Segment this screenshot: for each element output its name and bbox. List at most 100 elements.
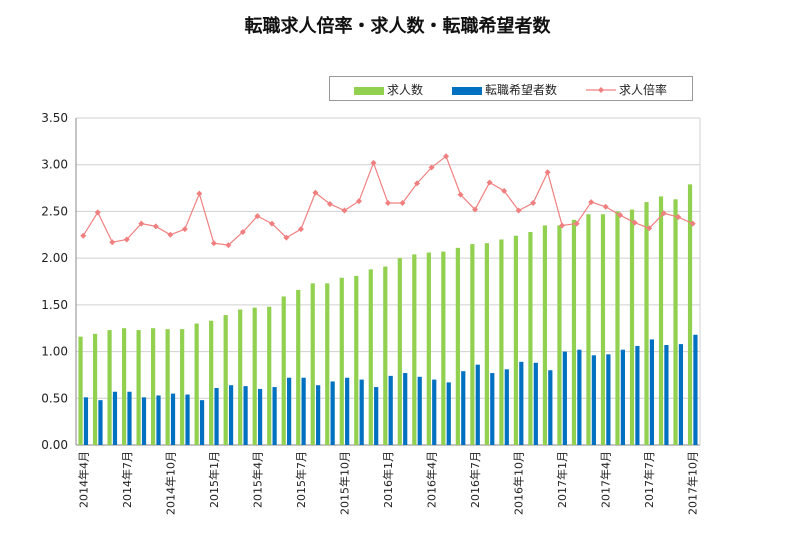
bar-job-openings (426, 252, 431, 445)
ratio-point (588, 199, 595, 206)
ratio-point (646, 225, 653, 232)
ratio-point (486, 179, 493, 186)
bar-applicants (432, 379, 437, 445)
bar-applicants (257, 388, 263, 445)
ratio-point (341, 207, 348, 214)
ratio-point (123, 236, 130, 243)
ratio-point (573, 220, 580, 227)
bar-job-openings (209, 320, 214, 445)
bar-job-openings (571, 219, 577, 445)
bar-job-openings (470, 244, 475, 445)
ratio-point (94, 209, 101, 216)
ratio-point (225, 242, 232, 249)
bar-job-openings (339, 277, 344, 445)
bar-job-openings (165, 329, 170, 445)
bar-applicants (170, 393, 176, 445)
bar-applicants (388, 375, 393, 445)
bar-job-openings (658, 196, 664, 445)
bar-job-openings (615, 211, 620, 445)
bar-job-openings (397, 258, 402, 445)
bar-applicants (374, 387, 379, 445)
ratio-point (457, 191, 464, 198)
bar-applicants (678, 344, 684, 445)
bar-applicants (577, 349, 582, 445)
ratio-point (283, 234, 290, 241)
bar-applicants (83, 397, 89, 445)
bar-job-openings (281, 296, 286, 445)
y-tick-label: 2.50 (41, 204, 68, 218)
bar-applicants (417, 376, 422, 445)
ratio-point (414, 180, 421, 187)
ratio-point (210, 240, 217, 247)
bar-job-openings (194, 323, 199, 445)
bar-job-openings (92, 333, 98, 445)
bar-applicants (461, 371, 466, 445)
bar-applicants (185, 394, 190, 445)
x-tick-label: 2016年1月 (381, 451, 395, 508)
bar-applicants (504, 369, 509, 445)
y-tick-label: 3.50 (41, 111, 68, 125)
bar-job-openings (687, 184, 693, 445)
ratio-point (297, 226, 304, 233)
bar-applicants (127, 391, 132, 445)
ratio-point (617, 212, 624, 219)
bar-job-openings (368, 269, 373, 445)
ratio-point (326, 200, 333, 207)
bar-applicants (664, 345, 669, 445)
bar-applicants (533, 362, 538, 445)
ratio-point (631, 219, 638, 226)
bar-applicants (98, 400, 103, 445)
bar-job-openings (267, 306, 272, 445)
x-tick-label: 2014年4月 (76, 451, 90, 508)
bar-applicants (490, 373, 495, 445)
legend-label: 求人数 (387, 83, 424, 97)
bar-job-openings (325, 283, 330, 445)
bar-applicants (591, 355, 596, 445)
ratio-point (689, 220, 696, 227)
ratio-point (80, 232, 87, 239)
ratio-point (660, 210, 667, 217)
bar-job-openings (238, 309, 243, 445)
bar-applicants (620, 349, 625, 445)
ratio-point (515, 207, 522, 214)
bar-job-openings (629, 209, 635, 445)
legend: 求人数 転職希望者数 求人倍率 (329, 76, 693, 101)
bar-applicants (359, 379, 364, 445)
bar-job-openings (673, 199, 678, 445)
bar-applicants (562, 351, 567, 445)
x-tick-label: 2015年10月 (337, 451, 351, 515)
bar-job-openings (528, 231, 533, 445)
y-tick-label: 2.00 (41, 251, 68, 265)
bar-applicants (330, 381, 335, 445)
ratio-point (268, 220, 275, 227)
ratio-point (196, 190, 203, 197)
legend-item-転職希望者数: 転職希望者数 (452, 81, 557, 98)
bar-job-openings (441, 251, 446, 445)
x-tick-label: 2015年7月 (294, 451, 308, 508)
bar-job-openings (121, 328, 127, 445)
bar-applicants (548, 370, 553, 445)
bar-applicants (214, 388, 219, 445)
ratio-point (138, 220, 145, 227)
bar-applicants (112, 391, 118, 445)
bar-applicants (403, 373, 408, 445)
bar-applicants (446, 382, 451, 445)
x-tick-label: 2017年10月 (686, 451, 700, 515)
bar-applicants (345, 377, 350, 445)
bar-applicants (635, 345, 640, 445)
y-tick-label: 1.00 (41, 345, 68, 359)
bar-applicants (228, 385, 234, 445)
bar-applicants (156, 395, 161, 445)
bar-job-openings (557, 225, 562, 445)
ratio-point (428, 164, 435, 171)
chart-title: 転職求人倍率・求人数・転職希望者数 (244, 16, 551, 37)
bar-applicants (199, 400, 205, 445)
bar-job-openings (484, 243, 489, 445)
ratio-point (559, 222, 566, 229)
x-tick-label: 2017年1月 (555, 451, 569, 508)
bar-job-openings (354, 275, 359, 445)
bar-job-openings (78, 336, 83, 445)
bar-job-openings (180, 329, 185, 445)
bar-job-openings (499, 239, 504, 445)
